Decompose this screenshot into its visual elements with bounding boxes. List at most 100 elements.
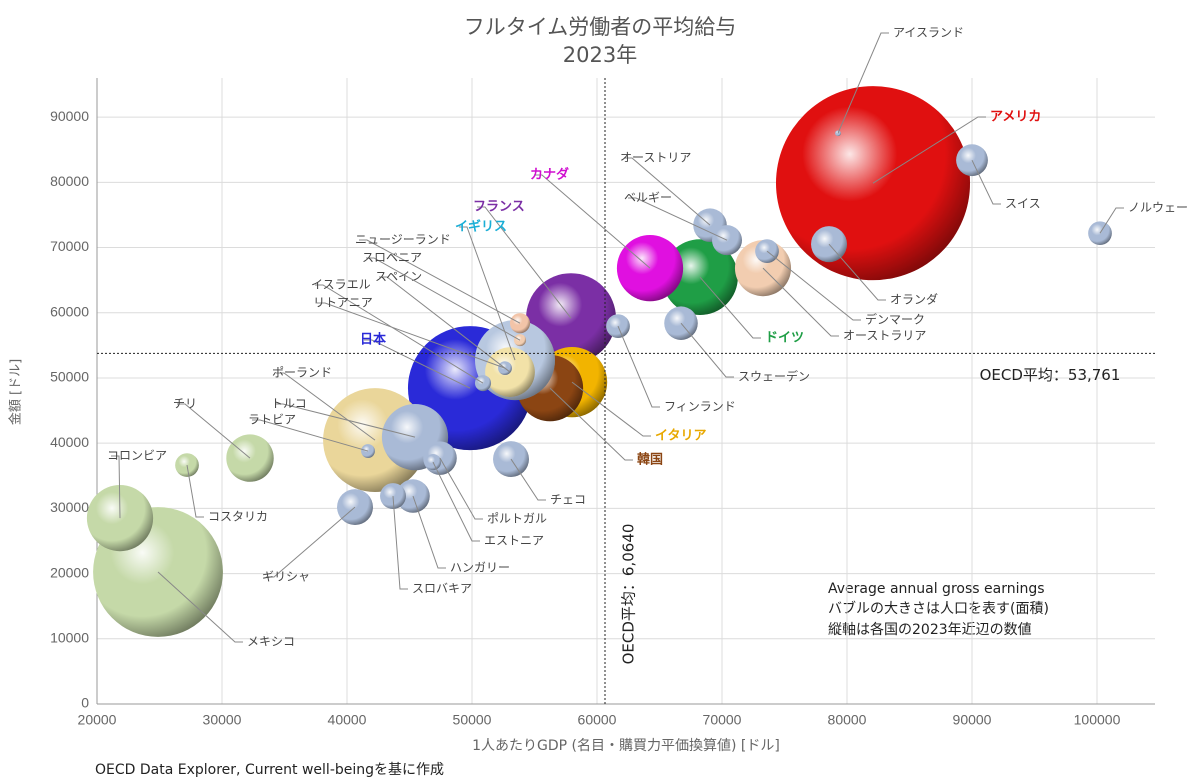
leader-line (534, 174, 651, 269)
leader-line (510, 458, 546, 501)
bubble-label: エストニア (484, 534, 544, 548)
bubble-label: フランス (473, 200, 525, 215)
leader-line (366, 257, 521, 341)
y-tick-label: 60000 (50, 303, 89, 319)
bubble-label: ドイツ (765, 331, 804, 346)
x-tick-label: 70000 (703, 712, 742, 728)
leader-line (617, 325, 660, 408)
leader-line (359, 239, 521, 324)
bubble-label: ハンガリー (450, 561, 510, 575)
leader-line (628, 197, 728, 241)
bubble-label: ラトビア (248, 413, 296, 427)
leader-line (392, 496, 408, 590)
y-tick-label: 30000 (50, 499, 89, 515)
leader-line (315, 284, 484, 384)
bubble-label: コスタリカ (208, 510, 268, 524)
bubble-label: イギリス (455, 219, 507, 235)
leader-line (828, 243, 886, 301)
leader-line (680, 322, 734, 378)
x-tick-label: 100000 (1074, 712, 1121, 728)
annotation: バブルの大きさは人口を表す(面積) (828, 600, 1049, 617)
bubble-shade (835, 130, 841, 137)
y-tick-label: 40000 (50, 434, 89, 450)
leader-line (699, 276, 761, 339)
source-note: OECD Data Explorer, Current well-beingを基… (95, 761, 444, 778)
bubble-label: リトアニア (313, 296, 373, 310)
leader-line (432, 461, 480, 542)
bubble-label: 韓国 (637, 452, 663, 468)
leader-line (1099, 207, 1124, 234)
bubble-label: 日本 (360, 332, 386, 348)
bubble-label: ベルギー (624, 191, 672, 205)
bubble-shade (509, 313, 531, 334)
bubble-shade (396, 479, 430, 513)
leader-line (439, 457, 483, 520)
bubble-label: ノルウェー (1128, 201, 1188, 215)
bubble-label: オーストリア (620, 151, 691, 165)
bubble-label: メキシコ (247, 635, 295, 649)
leader-line (111, 455, 121, 519)
leader-line (364, 339, 471, 389)
chart-subtitle: 2023年 (563, 43, 637, 67)
bubble-label: スペイン (375, 270, 422, 284)
reference-label: OECD平均：53,761 (980, 366, 1121, 384)
leader-line (412, 495, 446, 569)
leader-line (275, 403, 416, 438)
bubble-label: チェコ (550, 493, 586, 507)
leader-line (571, 381, 651, 437)
leader-line (624, 157, 711, 226)
bubble-label: スロベニア (362, 251, 422, 265)
bubble-label: スイス (1005, 197, 1041, 211)
bubble-label: ポーランド (272, 366, 332, 380)
leader-line (276, 372, 376, 441)
bubble-label: チリ (173, 397, 197, 411)
bubble-label: フィンランド (664, 400, 736, 414)
leader-line (177, 403, 251, 459)
annotation: Average annual gross earnings (828, 581, 1045, 597)
chart-title: フルタイム労働者の平均給与 (464, 15, 737, 39)
bubble-label: オランダ (890, 292, 938, 307)
leader-line (971, 159, 1001, 205)
bubble-label: トルコ (271, 397, 307, 411)
x-tick-label: 40000 (328, 712, 367, 728)
y-tick-label: 70000 (50, 238, 89, 254)
y-tick-label: 10000 (50, 629, 89, 645)
bubble-shade (755, 239, 779, 263)
y-tick-label: 90000 (50, 108, 89, 124)
bubble-label: オーストラリア (843, 329, 926, 343)
x-tick-label: 90000 (953, 712, 992, 728)
y-tick-label: 0 (81, 695, 89, 711)
leader-line (766, 250, 861, 321)
bubble-label: ポルトガル (487, 512, 547, 526)
bubble-label: アイスランド (893, 26, 964, 40)
y-axis-label: 金額 [ドル] (8, 359, 24, 425)
x-tick-label: 80000 (828, 712, 867, 728)
leader-line (186, 464, 204, 518)
leader-line (317, 302, 506, 369)
leader-line (379, 276, 511, 373)
bubble-label: カナダ (530, 167, 569, 183)
bubble-label: スロバキア (412, 582, 472, 596)
bubble-label: アメリカ (990, 110, 1041, 125)
leader-line (459, 226, 516, 361)
bubble-shade (775, 86, 971, 281)
bubble-label: イタリア (655, 429, 706, 444)
x-tick-label: 20000 (78, 712, 117, 728)
bubble-label: イスラエル (311, 278, 371, 292)
leader-line (477, 206, 572, 319)
leader-line (837, 32, 889, 134)
y-tick-label: 80000 (50, 173, 89, 189)
x-axis-label: 1人あたりGDP (名目・購買力平価換算値) [ドル] (472, 738, 780, 754)
annotation: 縦軸は各国の2023年近辺の数値 (828, 622, 1032, 638)
leader-line (157, 571, 243, 643)
bubble-label: ニュージーランド (355, 233, 451, 247)
x-tick-label: 30000 (203, 712, 242, 728)
y-tick-label: 20000 (50, 564, 89, 580)
leader-line (872, 116, 986, 184)
bubble-label: スウェーデン (738, 369, 810, 384)
x-tick-label: 50000 (453, 712, 492, 728)
leader-line (762, 267, 839, 337)
x-tick-label: 60000 (578, 712, 617, 728)
bubble-label: ギリシャ (262, 570, 310, 584)
